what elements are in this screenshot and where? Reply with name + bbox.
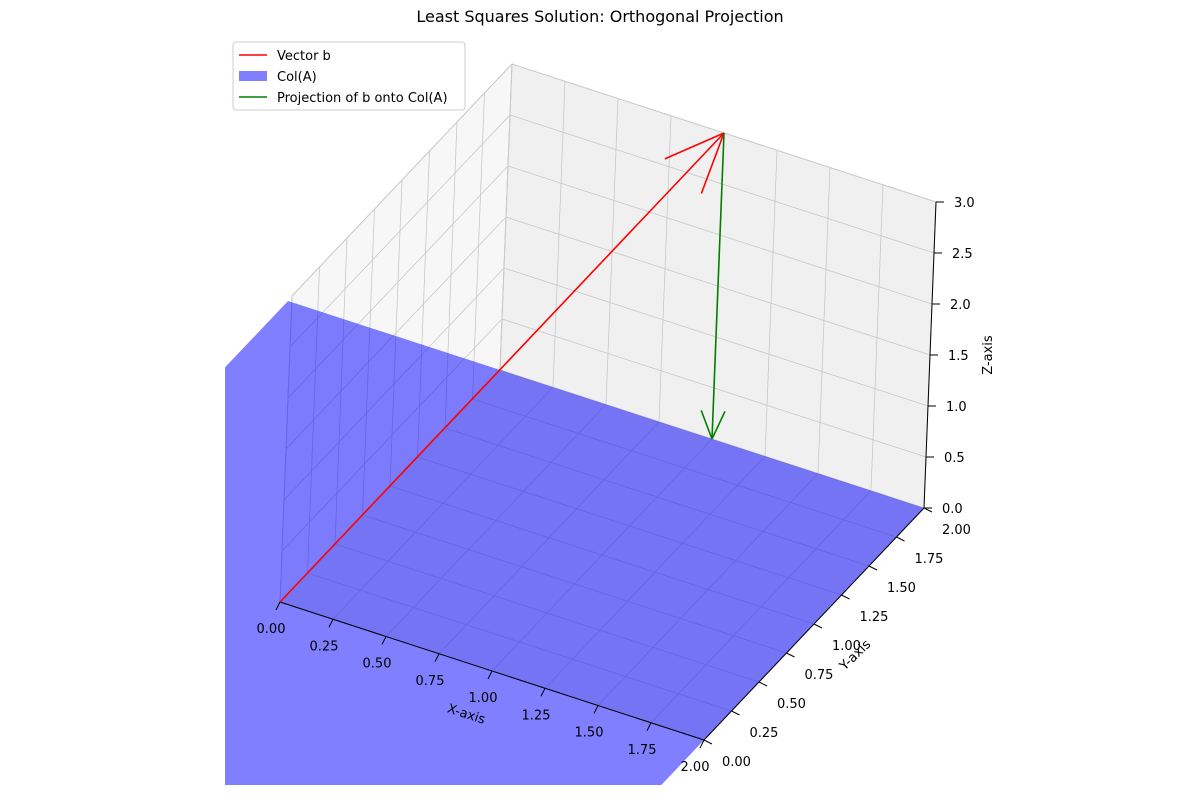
legend: Vector b Col(A) Projection of b onto Col(A… bbox=[232, 41, 466, 111]
x-tick-label: 0.50 bbox=[363, 657, 392, 672]
tick-mark bbox=[758, 681, 768, 687]
plane-layer bbox=[225, 301, 924, 785]
y-axis-line bbox=[703, 507, 925, 741]
z-tick-label: 3.0 bbox=[954, 196, 975, 211]
legend-box bbox=[232, 41, 466, 111]
plane-surface bbox=[225, 301, 924, 785]
grid-line bbox=[291, 63, 513, 297]
tick-mark bbox=[699, 739, 705, 749]
legend-label: Vector b bbox=[277, 49, 331, 64]
tick-mark bbox=[275, 601, 281, 611]
z-axis-line bbox=[923, 201, 937, 509]
x-tick-label: 0.25 bbox=[310, 639, 339, 654]
tick-mark bbox=[593, 705, 599, 714]
x-axis-line bbox=[279, 601, 705, 741]
x-tick-label: 2.00 bbox=[681, 760, 710, 775]
vector-line bbox=[711, 132, 725, 440]
tick-mark bbox=[540, 688, 546, 697]
tick-mark bbox=[646, 722, 652, 731]
tick-mark bbox=[896, 536, 905, 542]
legend-swatch bbox=[239, 71, 267, 81]
tick-mark bbox=[487, 670, 493, 680]
y-tick-label: 2.00 bbox=[942, 523, 971, 538]
x-tick-label: 1.25 bbox=[522, 708, 551, 723]
x-tick-label: 0.75 bbox=[416, 674, 445, 689]
x-tick-label: 0.00 bbox=[257, 622, 286, 637]
y-tick-label: 1.00 bbox=[832, 639, 861, 654]
x-tick-label: 1.50 bbox=[575, 726, 604, 741]
tick-mark bbox=[786, 652, 795, 658]
y-tick-label: 0.00 bbox=[722, 755, 751, 770]
tick-mark bbox=[868, 565, 878, 571]
vector-line bbox=[279, 132, 725, 603]
arrow-head bbox=[711, 410, 726, 440]
arrow-head bbox=[700, 132, 725, 194]
y-tick-label: 1.50 bbox=[887, 581, 916, 596]
legend-label: Projection of b onto Col(A) bbox=[277, 91, 448, 106]
tick-mark bbox=[813, 623, 823, 629]
x-tick-label: 1.75 bbox=[628, 743, 657, 758]
chart-title: Least Squares Solution: Orthogonal Proje… bbox=[416, 7, 783, 26]
grid-line bbox=[289, 114, 511, 348]
x-tick-label: 1.00 bbox=[469, 691, 498, 706]
z-tick-label: 2.0 bbox=[950, 298, 971, 313]
tick-mark bbox=[328, 619, 334, 628]
z-tick-label: 2.5 bbox=[952, 247, 973, 262]
y-tick-label: 1.75 bbox=[915, 552, 944, 567]
arrow-head bbox=[700, 410, 713, 440]
tick-mark bbox=[703, 739, 713, 745]
z-tick-label: 1.5 bbox=[948, 349, 969, 364]
tick-mark bbox=[434, 653, 440, 662]
tick-mark bbox=[923, 507, 933, 513]
y-tick-label: 0.75 bbox=[805, 668, 834, 683]
y-tick-label: 1.25 bbox=[860, 610, 889, 625]
tick-mark bbox=[731, 710, 740, 716]
z-tick-label: 0.5 bbox=[944, 451, 965, 466]
z-tick-label: 1.0 bbox=[946, 400, 967, 415]
legend-label: Col(A) bbox=[277, 70, 317, 85]
tick-mark bbox=[381, 636, 387, 645]
vectors bbox=[279, 132, 726, 603]
tick-mark bbox=[841, 594, 850, 600]
z-axis-label: Z-axis bbox=[981, 335, 996, 375]
y-tick-label: 0.50 bbox=[777, 697, 806, 712]
z-tick-label: 0.0 bbox=[942, 502, 963, 517]
arrow-head bbox=[664, 132, 725, 160]
y-tick-label: 0.25 bbox=[750, 726, 779, 741]
